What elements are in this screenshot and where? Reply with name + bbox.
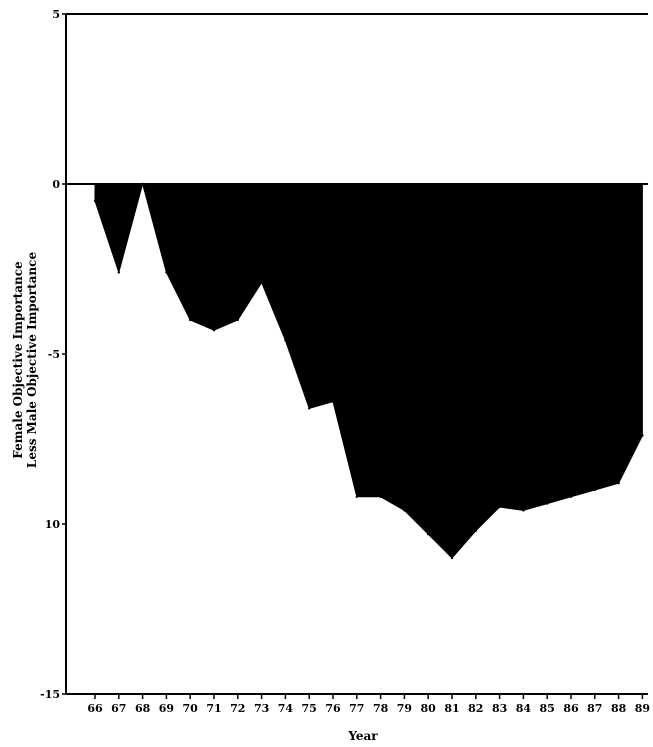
data-point-75 <box>308 407 311 410</box>
x-axis-title: Year <box>347 729 378 743</box>
data-point-86 <box>569 495 573 498</box>
data-point-79 <box>403 509 406 512</box>
x-tick-label-77: 77 <box>349 702 364 715</box>
data-point-85 <box>546 502 549 505</box>
y-axis-title: Female Objective Importance Less Male Ob… <box>11 252 39 469</box>
data-point-69 <box>165 271 168 274</box>
series-area <box>94 182 643 559</box>
data-point-83 <box>498 505 501 509</box>
x-tick-label-74: 74 <box>278 702 294 715</box>
data-point-81 <box>450 556 454 560</box>
y-tick-label--15: -15 <box>40 688 60 701</box>
x-tick-label-87: 87 <box>587 702 602 715</box>
data-point-84 <box>522 509 525 512</box>
data-point-70 <box>189 318 192 322</box>
x-tick-label-85: 85 <box>540 702 555 715</box>
data-point-87 <box>593 488 596 492</box>
x-tick-label-81: 81 <box>444 702 459 715</box>
y-tick-label-0: 0 <box>52 178 60 191</box>
data-point-72 <box>236 318 239 322</box>
x-tick-label-67: 67 <box>111 702 126 715</box>
data-point-66 <box>93 199 97 203</box>
x-tick-label-84: 84 <box>516 702 532 715</box>
data-point-80 <box>427 533 430 536</box>
x-tick-label-66: 66 <box>87 702 103 715</box>
x-tick-label-71: 71 <box>206 702 221 715</box>
y-axis-title-line-1: Female Objective Importance <box>11 261 25 459</box>
x-tick-label-70: 70 <box>183 702 199 715</box>
y-axis-title-line-2: Less Male Objective Importance <box>25 252 39 469</box>
x-tick-label-80: 80 <box>421 702 437 715</box>
y-tick-label--10: 10 <box>45 518 61 531</box>
x-tick-label-83: 83 <box>492 702 507 715</box>
data-point-71 <box>212 329 216 332</box>
data-point-67 <box>117 271 121 274</box>
x-tick-label-68: 68 <box>135 702 151 715</box>
x-tick-label-76: 76 <box>325 702 341 715</box>
x-tick-label-72: 72 <box>230 702 245 715</box>
data-point-89 <box>641 434 644 437</box>
y-tick-label-5: 5 <box>52 8 60 21</box>
x-tick-label-69: 69 <box>159 702 174 715</box>
data-point-78 <box>379 495 382 498</box>
x-tick-label-75: 75 <box>302 702 317 715</box>
data-point-77 <box>355 495 358 498</box>
y-tick-label--5: -5 <box>48 348 60 361</box>
x-tick-label-88: 88 <box>611 702 627 715</box>
x-tick-label-86: 86 <box>563 702 579 715</box>
data-point-76 <box>331 400 335 403</box>
data-point-82 <box>474 529 477 532</box>
x-tick-label-78: 78 <box>373 702 389 715</box>
x-tick-label-89: 89 <box>635 702 650 715</box>
x-tick-label-73: 73 <box>254 702 269 715</box>
data-point-74 <box>284 339 287 342</box>
data-point-73 <box>260 281 263 284</box>
x-tick-label-82: 82 <box>468 702 483 715</box>
x-tick-label-79: 79 <box>397 702 412 715</box>
data-point-88 <box>617 482 620 485</box>
